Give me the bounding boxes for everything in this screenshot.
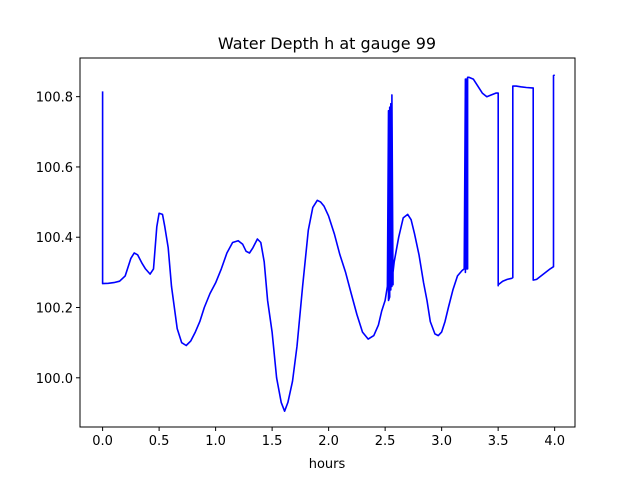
- y-tick-label: 100.6: [36, 161, 73, 176]
- y-axis: 100.0 100.2 100.4 100.6 100.8: [36, 91, 80, 387]
- x-tick-label: 0.5: [149, 434, 170, 449]
- plot-frame: [79, 57, 576, 428]
- x-axis: 0.0 0.5 1.0 1.5 2.0 2.5 3.0 3.5 4.0: [92, 427, 565, 449]
- x-tick-label: 0.0: [92, 434, 113, 449]
- x-axis-label: hours: [309, 457, 346, 472]
- y-tick-label: 100.4: [36, 231, 73, 246]
- x-tick-label: 2.0: [318, 434, 339, 449]
- series-line-0: [101, 74, 556, 413]
- x-tick-label: 2.5: [375, 434, 396, 449]
- y-tick-label: 100.0: [36, 372, 73, 387]
- x-tick-label: 3.5: [488, 434, 509, 449]
- y-tick-label: 100.8: [36, 91, 73, 106]
- x-tick-label: 1.5: [262, 434, 283, 449]
- chart-title: Water Depth h at gauge 99: [218, 34, 436, 53]
- x-tick-label: 3.0: [431, 434, 452, 449]
- series-layer: [101, 74, 556, 413]
- x-tick-label: 1.0: [205, 434, 226, 449]
- x-tick-label: 4.0: [544, 434, 565, 449]
- plot-area: [79, 57, 576, 428]
- y-tick-label: 100.2: [36, 302, 73, 317]
